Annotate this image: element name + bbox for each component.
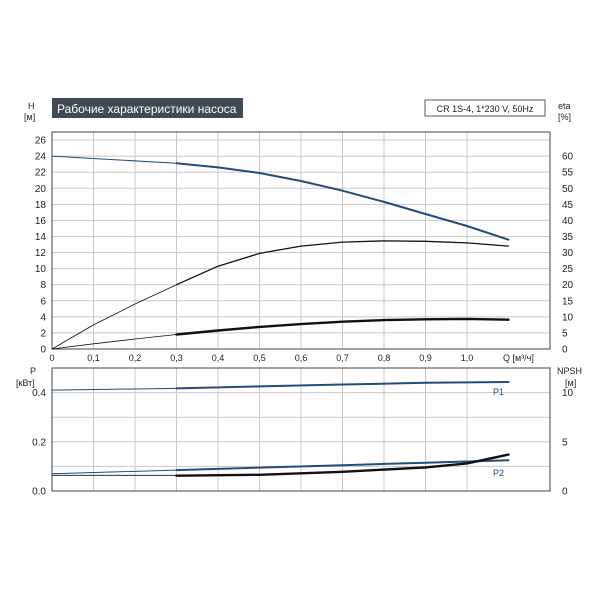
npsh-tick-label: 5 <box>562 437 568 448</box>
head-axis-label: H <box>28 101 35 111</box>
flow-tick-label: 0,1 <box>87 353 100 363</box>
flow-tick-label: 0,4 <box>212 353 225 363</box>
power-tick-label: 0.2 <box>32 437 46 448</box>
head-tick-label: 22 <box>35 168 47 179</box>
head-tick-label: 4 <box>40 312 46 323</box>
upper-grid <box>51 132 550 350</box>
flow-tick-label: 0,2 <box>129 353 142 363</box>
npsh-tick-label: 0 <box>562 487 568 498</box>
eta-tick-label: 60 <box>562 152 574 163</box>
head-tick-label: 26 <box>35 136 47 147</box>
eta-tick-label: 45 <box>562 200 574 211</box>
head-tick-label: 0 <box>40 345 46 356</box>
p2-series-label: P2 <box>493 468 504 478</box>
eta-axis-label: eta <box>558 101 571 111</box>
power-tick-label: 0.4 <box>32 388 46 399</box>
head-tick-label: 8 <box>40 280 46 291</box>
lower-plot-frame <box>51 367 551 492</box>
eta-tick-label: 35 <box>562 232 574 243</box>
title-box <box>52 98 243 118</box>
chart-title: Рабочие характеристики насоса <box>57 102 237 116</box>
eta-tick-label: 55 <box>562 168 574 179</box>
eta-tick-label: 30 <box>562 248 574 259</box>
curve-black-thin <box>51 284 177 350</box>
tick-labels: 0246810121416182022242605101520253035404… <box>32 136 573 498</box>
flow-tick-label: 0,7 <box>336 353 349 363</box>
eta-tick-label: 15 <box>562 296 574 307</box>
flow-tick-label: 0,9 <box>419 353 432 363</box>
curve-blue-thick <box>175 381 510 390</box>
head-tick-label: 24 <box>35 152 47 163</box>
curve-blue-thin <box>51 155 177 164</box>
flow-tick-label: 0 <box>49 353 54 363</box>
curve-black-thick <box>175 453 510 477</box>
head-tick-label: 6 <box>40 296 46 307</box>
eta-tick-label: 0 <box>562 345 568 356</box>
p1-series-label: P1 <box>493 387 504 397</box>
power-axis-unit: [кВт] <box>16 378 35 388</box>
eta-tick-label: 20 <box>562 280 574 291</box>
curve-black-thin <box>51 334 177 350</box>
head-tick-label: 18 <box>35 200 47 211</box>
curve-blue-thick <box>175 162 510 241</box>
head-tick-label: 12 <box>35 248 47 259</box>
eta-tick-label: 10 <box>562 312 574 323</box>
eta-tick-label: 5 <box>562 328 568 339</box>
curve-blue-thin <box>51 387 177 391</box>
flow-tick-label: 1,0 <box>461 353 474 363</box>
eta-tick-label: 25 <box>562 264 574 275</box>
power-tick-label: 0.0 <box>32 487 46 498</box>
curves <box>51 155 510 477</box>
head-tick-label: 2 <box>40 328 46 339</box>
head-axis-unit: [м] <box>24 112 35 122</box>
flow-axis-label: Q [м³/ч] <box>503 353 534 363</box>
npsh-axis-unit: [м] <box>565 378 576 388</box>
curve-blue-thick <box>175 459 510 472</box>
head-tick-label: 14 <box>35 232 47 243</box>
npsh-axis-label: NPSH <box>557 366 582 376</box>
model-label: CR 1S-4, 1*230 V, 50Hz <box>437 104 534 114</box>
eta-axis-unit: [%] <box>558 112 571 122</box>
curve-black-mid <box>175 240 510 286</box>
curve-blue-thin <box>51 469 177 475</box>
flow-tick-label: 0,6 <box>295 353 308 363</box>
eta-tick-label: 50 <box>562 184 574 195</box>
curve-black-thick <box>175 317 510 336</box>
power-axis-label: P <box>30 366 36 376</box>
flow-tick-label: 0,8 <box>378 353 391 363</box>
head-tick-label: 20 <box>35 184 47 195</box>
eta-tick-label: 40 <box>562 216 574 227</box>
model-box <box>424 99 546 117</box>
upper-plot-frame <box>51 131 551 350</box>
head-tick-label: 10 <box>35 264 47 275</box>
flow-tick-label: 0,5 <box>253 353 266 363</box>
npsh-tick-label: 10 <box>562 388 574 399</box>
head-tick-label: 16 <box>35 216 47 227</box>
flow-tick-label: 0,3 <box>170 353 183 363</box>
